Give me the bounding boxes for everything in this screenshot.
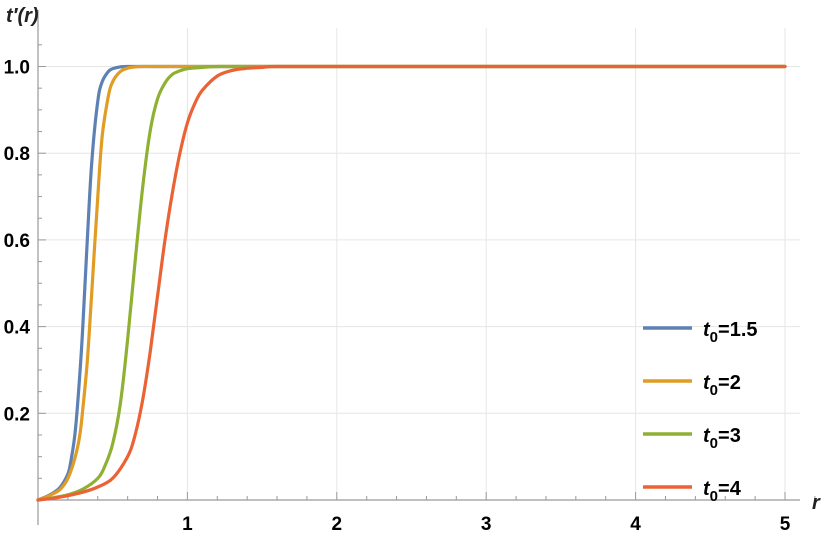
x-tick-label: 1 [182, 514, 193, 535]
legend-label-4: t0=4 [703, 478, 742, 505]
y-tick-label: 1.0 [4, 58, 30, 79]
y-tick-label: 0.6 [4, 231, 30, 252]
axes [37, 10, 800, 525]
y-axis-label: t′(r) [6, 5, 39, 27]
y-tick-label: 0.2 [4, 404, 30, 425]
legend-label-2: t0=2 [703, 372, 741, 399]
x-tick-label: 3 [481, 514, 492, 535]
x-axis-label: r [812, 492, 821, 514]
x-tick-label: 2 [332, 514, 343, 535]
legend-label-3: t0=3 [703, 425, 741, 452]
y-tick-label: 0.8 [4, 144, 30, 165]
x-tick-label: 5 [780, 514, 791, 535]
series-line-4 [36, 64, 787, 502]
tick-labels: 1 2 3 4 5 0.2 0.4 0.6 0.8 1.0 [4, 58, 791, 536]
legend: t0=1.5 t0=2 t0=3 t0=4 [643, 319, 758, 505]
grid [38, 28, 800, 500]
legend-label-1: t0=1.5 [703, 319, 758, 346]
x-tick-label: 4 [630, 514, 641, 535]
y-tick-label: 0.4 [4, 318, 31, 339]
series-lines [36, 64, 787, 502]
minor-ticks [38, 44, 816, 500]
